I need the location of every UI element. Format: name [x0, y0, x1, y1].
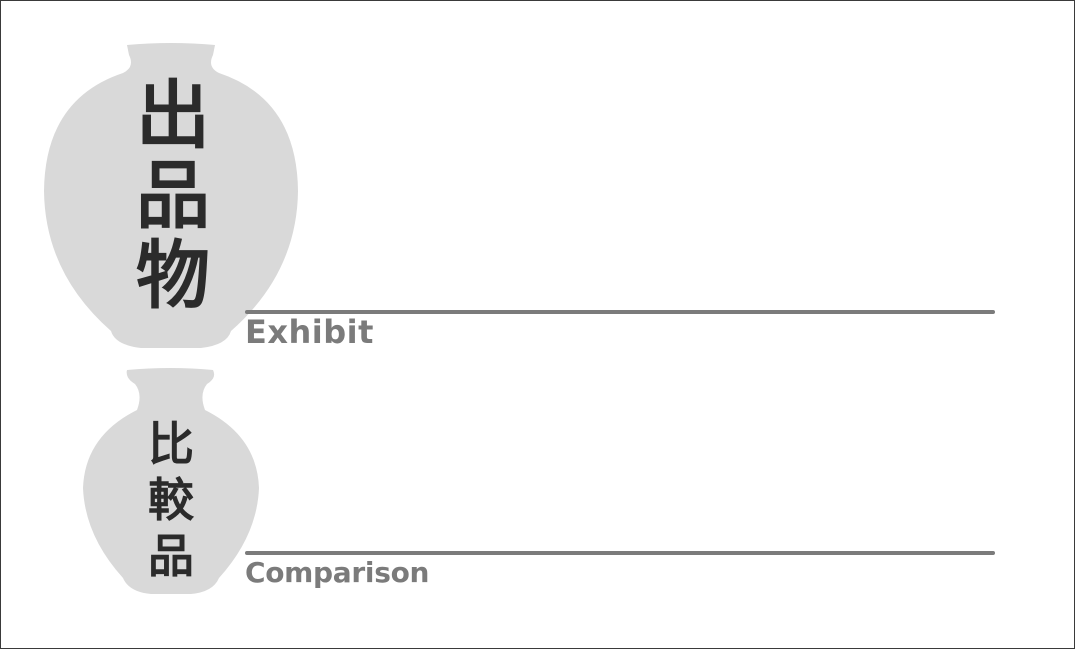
exhibit-kanji: 出 品 物: [119, 79, 227, 313]
comparison-kanji-char: 比: [148, 417, 194, 471]
exhibit-caption: Exhibit: [245, 313, 374, 351]
small-vase-silhouette: [79, 366, 263, 598]
exhibit-rule-line: [245, 310, 995, 314]
exhibit-kanji-char: 出: [136, 73, 210, 159]
exhibit-kanji-char: 品: [136, 153, 210, 239]
comparison-caption: Comparison: [245, 556, 430, 589]
exhibit-kanji-char: 物: [136, 233, 210, 319]
large-vase-silhouette: [41, 41, 301, 353]
comparison-kanji-char: 品: [148, 529, 194, 583]
comparison-rule-line: [245, 551, 995, 555]
comparison-kanji-char: 較: [148, 473, 194, 527]
comparison-kanji: 比 較 品: [129, 421, 213, 579]
